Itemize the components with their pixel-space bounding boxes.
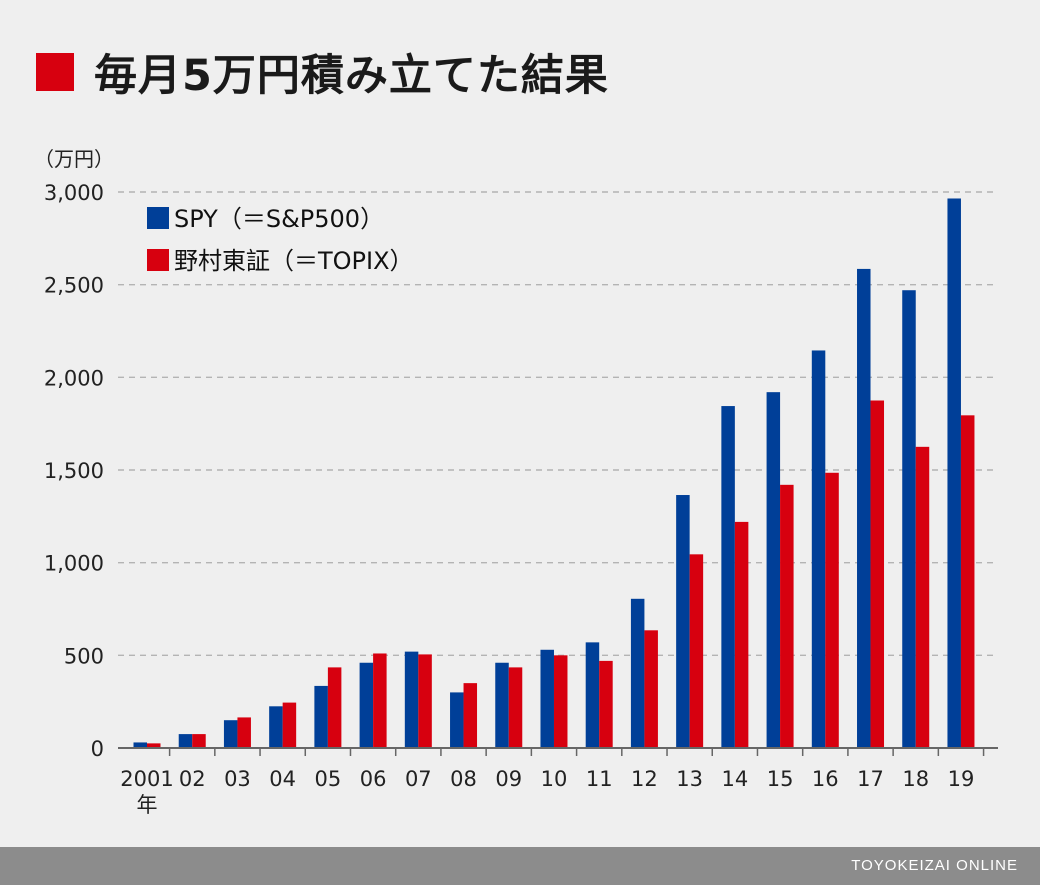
x-tick-label: 14 <box>721 767 748 791</box>
y-tick-label: 1,000 <box>44 552 104 576</box>
bar-topix <box>147 743 161 748</box>
bar-topix <box>599 660 613 748</box>
x-axis-suffix: 年 <box>137 793 158 817</box>
x-tick-label: 13 <box>676 767 703 791</box>
x-tick-label: 16 <box>812 767 839 791</box>
x-tick-label: 17 <box>857 767 884 791</box>
bar-spy <box>404 651 419 748</box>
y-tick-label: 0 <box>91 737 104 761</box>
footer-bar: TOYOKEIZAI ONLINE <box>0 847 1040 885</box>
bar-spy <box>133 742 147 748</box>
legend-label-topix: 野村東証（＝TOPIX） <box>174 247 414 275</box>
bar-topix <box>418 654 432 748</box>
y-tick-label: 1,500 <box>44 459 104 483</box>
x-tick-label: 05 <box>315 767 342 791</box>
x-tick-label: 11 <box>586 767 613 791</box>
x-axis-ticks: 2001 02 03 04 05 06 07 08 09 10 11 12 13 14 15 16 17 18 19 <box>120 748 985 791</box>
bar-topix <box>192 734 206 748</box>
bar-topix <box>553 655 568 748</box>
y-tick-label: 3,000 <box>44 181 104 205</box>
y-axis-ticks: 0 500 1,000 1,500 2,000 2,500 3,000 <box>44 181 104 761</box>
x-tick-label: 08 <box>450 767 477 791</box>
x-tick-label: 12 <box>631 767 658 791</box>
bar-topix <box>825 472 839 748</box>
bar-topix <box>373 653 387 748</box>
x-tick-label: 19 <box>948 767 975 791</box>
bar-topix <box>237 717 251 748</box>
bar-topix <box>689 554 704 748</box>
x-tick-label: 10 <box>541 767 568 791</box>
x-tick-label: 07 <box>405 767 432 791</box>
bar-spy <box>766 392 781 748</box>
bar-topix <box>282 702 297 748</box>
x-tick-label: 18 <box>902 767 929 791</box>
bar-spy <box>902 290 916 748</box>
bar-spy <box>314 685 328 748</box>
bar-topix <box>734 521 749 748</box>
bars <box>133 198 975 748</box>
x-tick-label: 15 <box>767 767 794 791</box>
bar-spy <box>721 406 735 748</box>
bar-spy <box>811 350 826 748</box>
bar-spy <box>857 268 871 748</box>
y-tick-label: 2,000 <box>44 366 104 390</box>
legend: SPY（＝S&P500） 野村東証（＝TOPIX） <box>147 205 414 275</box>
legend-swatch-spy <box>147 207 169 229</box>
bar-spy <box>585 642 600 748</box>
y-tick-label: 500 <box>64 644 104 668</box>
bar-topix <box>960 415 975 748</box>
bar-spy <box>450 692 464 748</box>
x-tick-label: 04 <box>269 767 296 791</box>
x-tick-label: 03 <box>224 767 251 791</box>
bar-spy <box>495 662 509 748</box>
chart-title: 毎月5万円積み立てた結果 <box>94 51 609 101</box>
x-tick-label: 2001 <box>120 767 173 791</box>
bar-spy <box>359 662 374 748</box>
bar-topix <box>508 667 523 748</box>
bar-spy <box>540 649 554 748</box>
y-tick-label: 2,500 <box>44 274 104 298</box>
y-axis-unit-label: （万円） <box>34 147 114 171</box>
bar-spy <box>676 495 690 748</box>
bar-spy <box>269 706 283 748</box>
legend-label-spy: SPY（＝S&P500） <box>174 205 384 233</box>
bar-spy <box>223 720 238 748</box>
bar-topix <box>915 446 930 748</box>
bar-spy <box>178 734 193 748</box>
chart-title-bar: 毎月5万円積み立てた結果 <box>36 42 609 102</box>
legend-swatch-topix <box>147 249 169 271</box>
bar-spy <box>630 598 645 748</box>
bar-topix <box>780 484 794 748</box>
bar-spy <box>947 198 961 748</box>
x-tick-label: 06 <box>360 767 387 791</box>
x-tick-label: 09 <box>495 767 522 791</box>
bar-topix <box>870 400 885 748</box>
bar-topix <box>327 667 342 748</box>
title-square-icon <box>36 53 74 91</box>
bar-topix <box>463 683 478 748</box>
x-tick-label: 02 <box>179 767 206 791</box>
bar-topix <box>644 630 658 748</box>
footer-brand: TOYOKEIZAI ONLINE <box>851 857 1018 874</box>
